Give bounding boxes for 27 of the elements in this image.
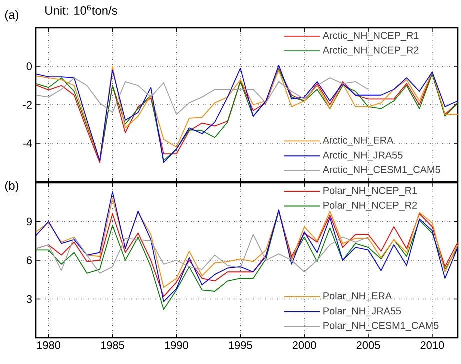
x-tick-label: 1980	[37, 342, 61, 350]
x-tick-label: 2010	[420, 342, 444, 350]
legend-label: Polar_NH_NCEP_R1	[324, 186, 418, 196]
legend-label: Polar_NH_NCEP_R2	[324, 202, 418, 211]
x-tick-label: 2005	[356, 342, 380, 350]
x-tick-label: 2000	[292, 342, 316, 350]
y-tick-label: 0	[26, 62, 32, 70]
y-tick-label: -2	[23, 101, 32, 109]
y-tick-label: -4	[23, 140, 32, 148]
legend-label: Arctic_NH_ERA	[322, 136, 394, 146]
line-series	[36, 198, 458, 288]
legend-label: Arctic_NH_NCEP_R2	[322, 46, 419, 56]
y-tick-label: 6	[26, 256, 32, 264]
x-tick-label: 1985	[101, 342, 124, 350]
y-tick-label: 9	[26, 218, 32, 226]
legend-label: Polar_NH_ERA	[324, 292, 392, 302]
y-tick-label: 3	[26, 295, 32, 304]
text: (b)	[5, 181, 19, 192]
x-tick-label: 1995	[229, 342, 252, 350]
text: (a)	[5, 10, 19, 22]
legend-label: Polar_NH_JRA55	[324, 307, 402, 317]
legend-label: Arctic_NH_NCEP_R1	[322, 32, 419, 42]
chart-title: Unit: 10$^{6}$ton/s	[46, 5, 118, 16]
legend-label: Arctic_NH_CESM1_CAM5	[322, 166, 440, 176]
x-tick-label: 1990	[165, 342, 188, 350]
legend-label: Polar_NH_CESM1_CAM5	[324, 322, 439, 332]
legend-label: Arctic_NH_JRA55	[322, 152, 403, 161]
